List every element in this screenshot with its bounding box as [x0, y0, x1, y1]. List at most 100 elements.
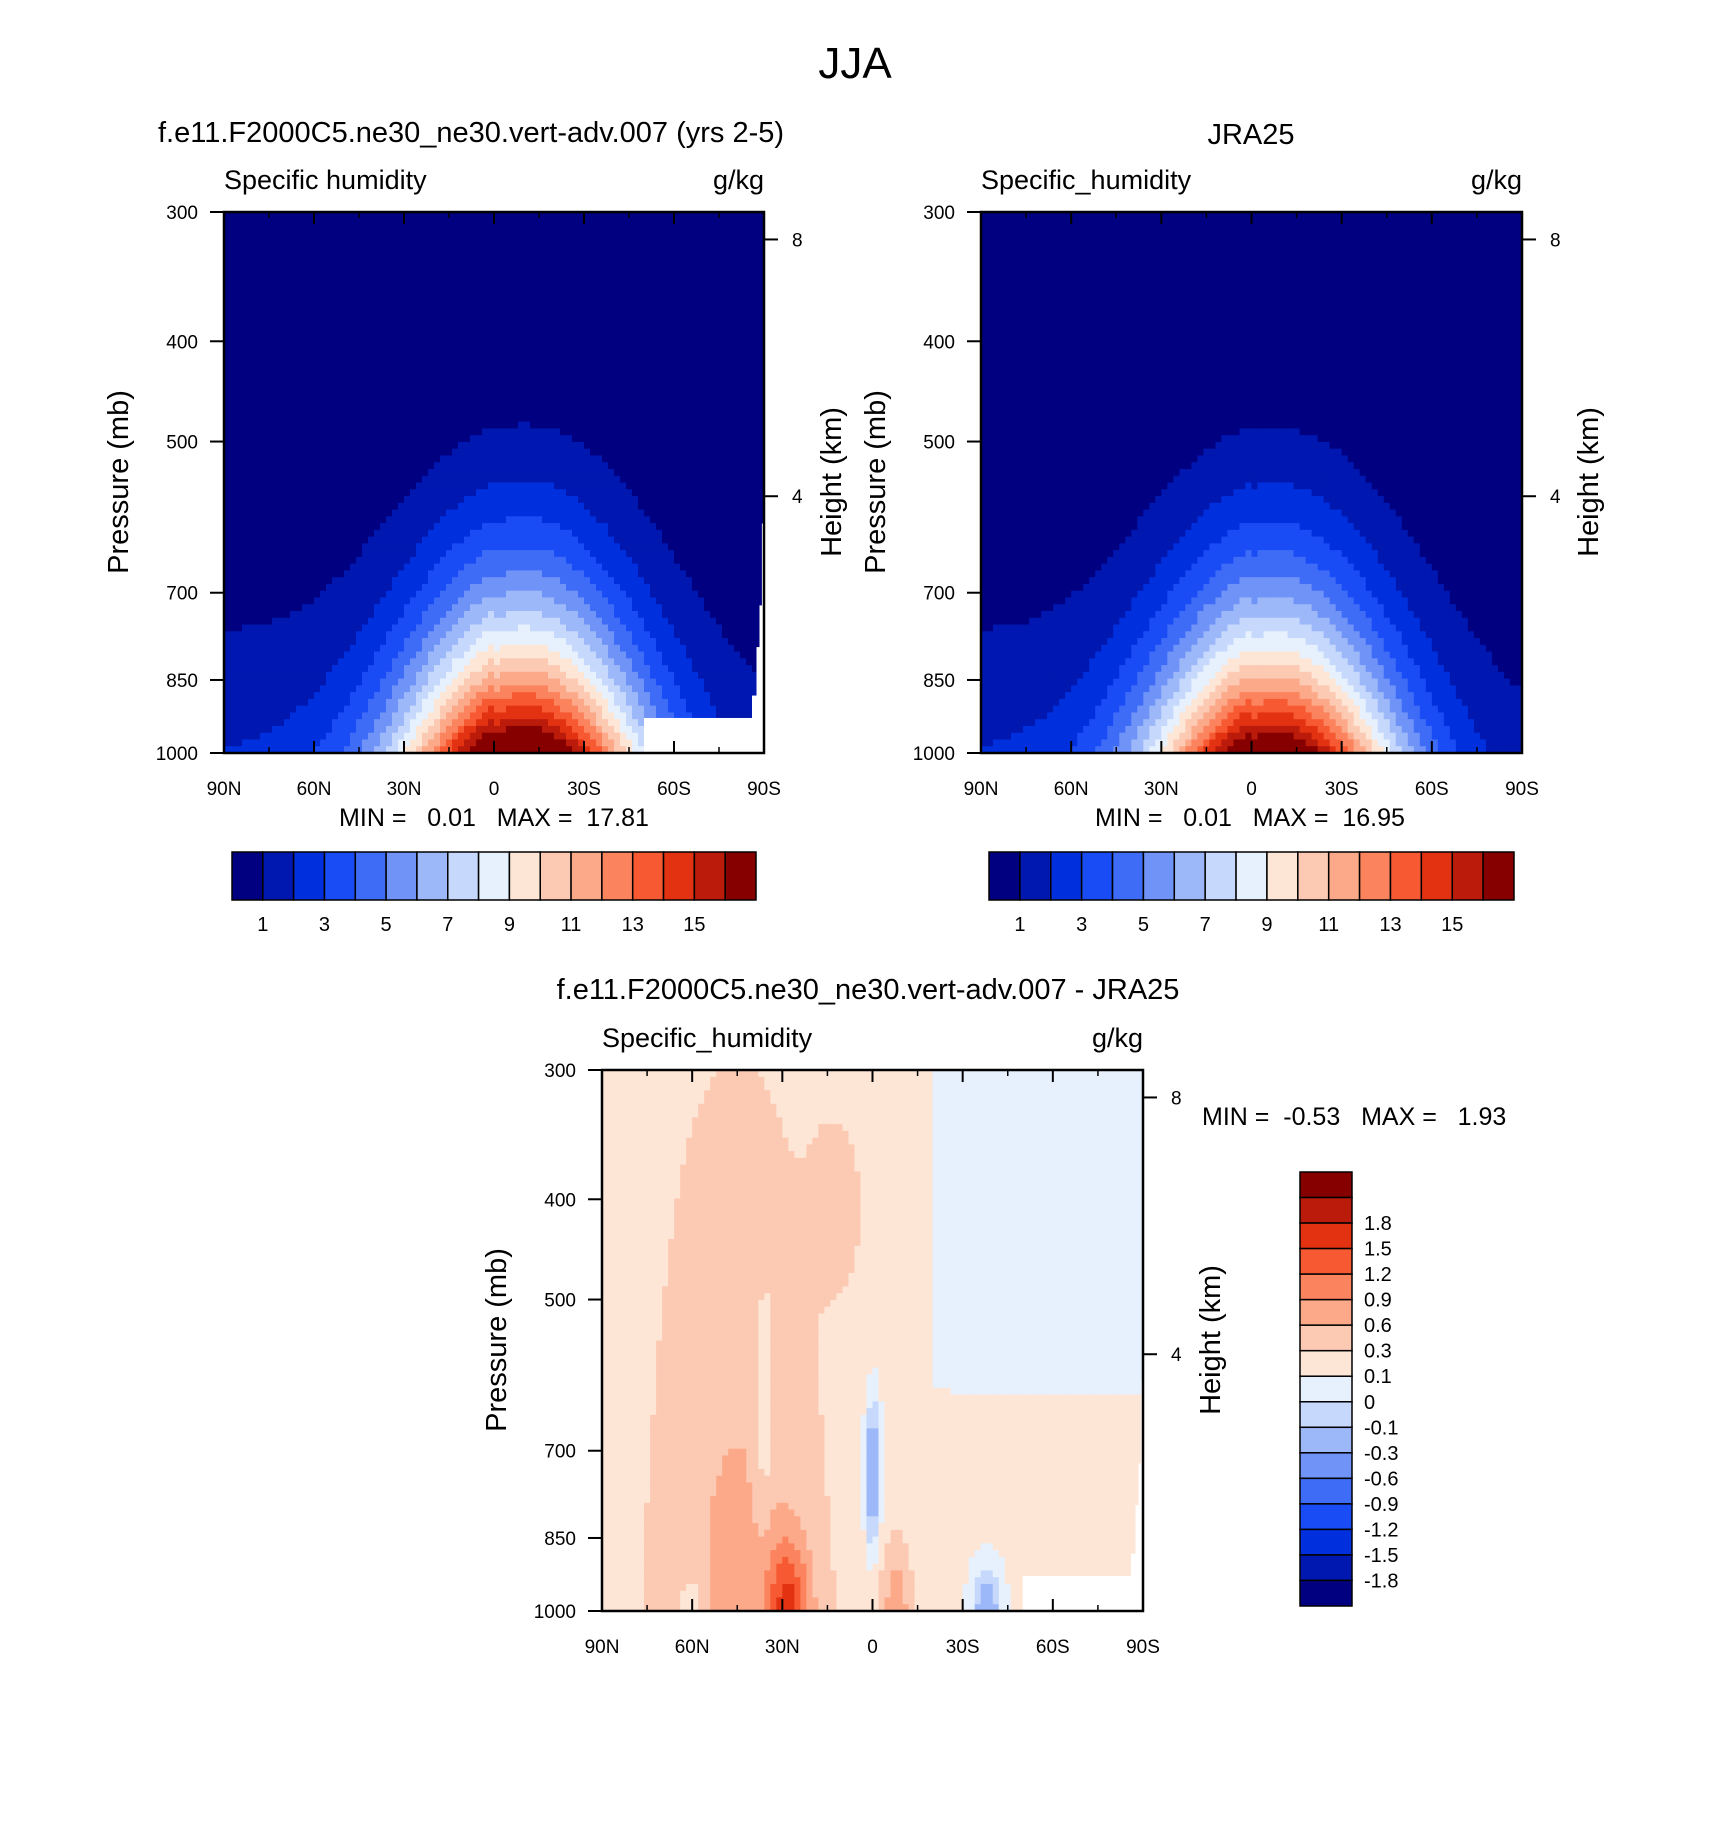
model-x-tick-label: 60S: [657, 779, 691, 800]
diff-colorbar-box: [1300, 1402, 1352, 1428]
diff-y-tick-label: 500: [544, 1291, 576, 1312]
model-y-right-tick-label: 8: [792, 230, 803, 251]
panel-model-ylabel-right: Height (km): [816, 407, 848, 557]
diff-colorbar-box: [1300, 1580, 1352, 1606]
panel-obs-ylabel-right: Height (km): [1573, 407, 1605, 557]
obs-x-tick-label: 90N: [964, 779, 999, 800]
panel-diff-right-label: g/kg: [1092, 1023, 1143, 1053]
model-colorbar-label: 5: [381, 914, 392, 936]
model-x-tick-label: 30S: [567, 779, 601, 800]
model-y-tick-label: 300: [166, 203, 198, 224]
model-contour-field: [224, 212, 765, 754]
model-colorbar-box: [602, 852, 633, 900]
panel-obs-right-label: g/kg: [1471, 165, 1522, 195]
diff-colorbar-label: 0.1: [1364, 1366, 1392, 1388]
model-colorbar-box: [664, 852, 695, 900]
diff-colorbar-box: [1300, 1351, 1352, 1377]
obs-colorbar-box: [1051, 852, 1082, 900]
panel-diff-ylabel-right: Height (km): [1195, 1265, 1227, 1415]
diff-y-right-tick-label: 8: [1171, 1088, 1182, 1109]
obs-colorbar-box: [1082, 852, 1113, 900]
model-colorbar-label: 11: [561, 914, 582, 936]
obs-colorbar-box: [1267, 852, 1298, 900]
diff-x-tick-label: 30N: [765, 1637, 800, 1658]
model-colorbar-box: [417, 852, 448, 900]
diff-colorbar-box: [1300, 1453, 1352, 1479]
diff-colorbar-label: 1.8: [1364, 1213, 1392, 1235]
diff-x-tick-label: 90N: [585, 1637, 620, 1658]
model-colorbar-box: [263, 852, 294, 900]
model-y-tick-label: 1000: [156, 744, 198, 765]
obs-y-tick-label: 400: [923, 332, 955, 353]
model-colorbar-box: [571, 852, 602, 900]
panel-model: f.e11.F2000C5.ne30_ne30.vert-adv.007 (yr…: [103, 117, 848, 936]
model-colorbar-box: [509, 852, 540, 900]
diff-colorbar-box: [1300, 1325, 1352, 1351]
obs-y-tick-label: 850: [923, 671, 955, 692]
model-x-tick-label: 30N: [387, 779, 422, 800]
diff-colorbar-box: [1300, 1198, 1352, 1224]
obs-colorbar-label: 15: [1441, 914, 1463, 936]
model-colorbar-label: 1: [257, 914, 268, 936]
panel-obs-stats: MIN = 0.01 MAX = 16.95: [1095, 804, 1405, 832]
panel-diff-title: f.e11.F2000C5.ne30_ne30.vert-adv.007 - J…: [557, 974, 1180, 1006]
panel-obs-left-label: Specific_humidity: [981, 165, 1192, 195]
diff-colorbar-label: 1.5: [1364, 1239, 1392, 1261]
obs-x-tick-label: 90S: [1505, 779, 1539, 800]
model-colorbar-box: [725, 852, 756, 900]
model-x-tick-label: 0: [489, 779, 500, 800]
diff-colorbar-label: 0.3: [1364, 1341, 1392, 1363]
panel-obs: JRA25 Specific_humidity g/kg 90N 60N 30N 0 3…: [860, 119, 1605, 936]
obs-colorbar-label: 5: [1138, 914, 1149, 936]
obs-colorbar-box: [1113, 852, 1144, 900]
panel-diff-stats: MIN = -0.53 MAX = 1.93: [1202, 1103, 1506, 1131]
model-colorbar-label: 3: [319, 914, 330, 936]
panel-model-right-label: g/kg: [713, 165, 764, 195]
diff-y-tick-label: 700: [544, 1442, 576, 1463]
model-colorbar-box: [324, 852, 355, 900]
diff-colorbar-label: -0.9: [1364, 1494, 1398, 1516]
diff-x-tick-label: 90S: [1126, 1637, 1160, 1658]
diff-x-tick-label: 0: [867, 1637, 878, 1658]
obs-contour-field: [981, 212, 1523, 754]
model-colorbar-box: [386, 852, 417, 900]
diff-contour-field: [602, 1070, 1144, 1612]
panel-diff-left-label: Specific_humidity: [602, 1023, 813, 1053]
diff-colorbar-label: 0.9: [1364, 1290, 1392, 1312]
obs-y-tick-label: 700: [923, 584, 955, 605]
diff-x-tick-label: 60N: [675, 1637, 710, 1658]
obs-colorbar-box: [1452, 852, 1483, 900]
model-y-tick-label: 850: [166, 671, 198, 692]
diff-colorbar-box: [1300, 1274, 1352, 1300]
model-colorbar-label: 15: [683, 914, 705, 936]
obs-colorbar-label: 11: [1318, 914, 1339, 936]
obs-colorbar-label: 13: [1379, 914, 1401, 936]
obs-colorbar-box: [1421, 852, 1452, 900]
panel-model-title: f.e11.F2000C5.ne30_ne30.vert-adv.007 (yr…: [158, 117, 784, 149]
model-y-tick-label: 500: [166, 433, 198, 454]
diff-y-tick-label: 1000: [534, 1602, 576, 1623]
model-colorbar-box: [232, 852, 263, 900]
obs-colorbar-box: [1174, 852, 1205, 900]
obs-y-right-tick-label: 8: [1550, 230, 1561, 251]
diff-x-tick-label: 30S: [946, 1637, 980, 1658]
panel-model-colorbar: 1 3 5 7 9 11 13 15: [232, 852, 756, 936]
obs-y-right-tick-label: 4: [1550, 487, 1561, 508]
model-y-tick-label: 700: [166, 584, 198, 605]
obs-colorbar-label: 9: [1261, 914, 1272, 936]
diff-colorbar-box: [1300, 1249, 1352, 1275]
model-colorbar-box: [479, 852, 510, 900]
diff-y-tick-label: 400: [544, 1190, 576, 1211]
model-x-tick-label: 90S: [747, 779, 781, 800]
obs-colorbar-box: [1483, 852, 1514, 900]
diff-colorbar-label: 0: [1364, 1392, 1375, 1414]
panel-diff-ylabel: Pressure (mb): [481, 1248, 513, 1432]
obs-colorbar-box: [1143, 852, 1174, 900]
model-colorbar-box: [694, 852, 725, 900]
model-colorbar-box: [633, 852, 664, 900]
obs-colorbar-box: [1205, 852, 1236, 900]
obs-colorbar-box: [989, 852, 1020, 900]
